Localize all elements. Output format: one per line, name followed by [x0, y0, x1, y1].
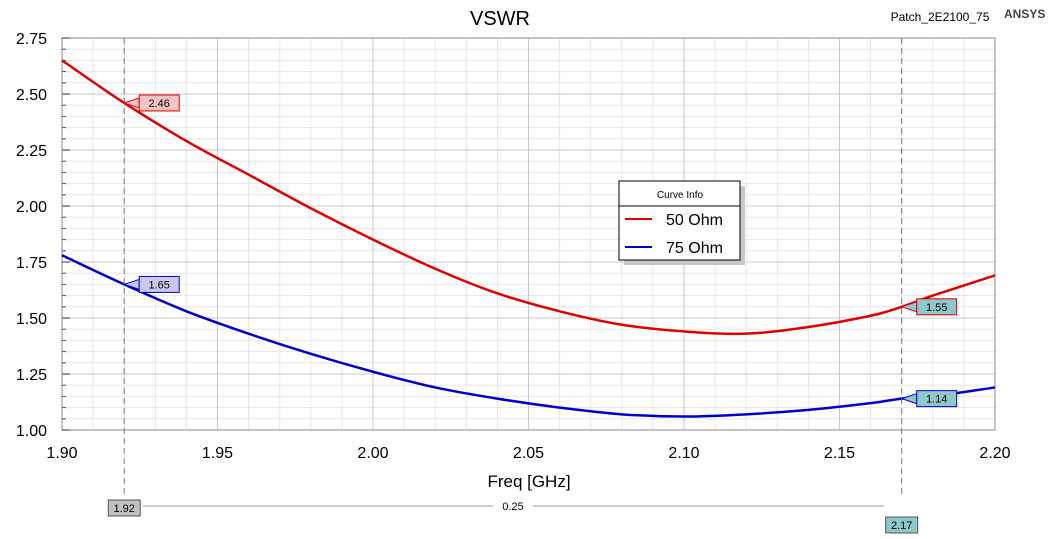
marker-value-label: 1.65 — [148, 279, 169, 291]
legend-title: Curve Info — [657, 190, 704, 201]
major-grid — [62, 38, 995, 430]
marker-x-label: 1.92 — [113, 503, 134, 515]
marker-pointer — [900, 392, 918, 405]
x-tick-label: 2.20 — [979, 445, 1010, 462]
y-tick-label: 1.75 — [16, 255, 47, 272]
marker-value-label: 1.14 — [926, 394, 947, 406]
y-tick-label: 1.25 — [16, 367, 47, 384]
markers-group[interactable]: 2.46 1.65 1.55 1.14 0.25 1.92 2.17 — [107, 38, 958, 534]
project-name: Patch_2E2100_75 — [891, 10, 990, 24]
y-tick-label: 1.00 — [16, 423, 47, 440]
marker-value-label: 2.46 — [148, 98, 169, 110]
x-tick-label: 2.05 — [513, 445, 544, 462]
curve-info-legend[interactable]: Curve Info 50 Ohm 75 Ohm — [618, 180, 745, 265]
marker-x-label: 2.17 — [891, 520, 912, 532]
x-tick-label: 2.15 — [824, 445, 855, 462]
legend-label-75-ohm: 75 Ohm — [666, 240, 723, 257]
x-tick-label: 2.00 — [357, 445, 388, 462]
marker-x-box[interactable] — [885, 516, 919, 534]
delta-label-bg — [492, 498, 533, 514]
y-tick-label: 2.75 — [16, 31, 47, 48]
plot-frame — [61, 37, 996, 431]
marker-value-box[interactable] — [916, 390, 958, 408]
series-line-50-ohm — [61, 59, 996, 336]
y-tick-label: 2.50 — [16, 87, 47, 104]
marker-value-box[interactable] — [916, 298, 958, 316]
x-axis-label: Freq [GHz] — [487, 472, 570, 491]
axis-ticks: 1.90 1.95 2.00 2.05 2.10 2.15 2.20 1.00 1.25 1.50… — [16, 31, 1011, 462]
chart-title: VSWR — [470, 8, 530, 30]
marker-value-box[interactable] — [138, 275, 180, 293]
x-tick-label: 1.90 — [46, 445, 77, 462]
series-line-75-ohm — [61, 254, 996, 418]
marker-value-box[interactable] — [138, 94, 180, 112]
series-group — [61, 59, 996, 418]
y-tick-label: 2.00 — [16, 199, 47, 216]
x-tick-label: 1.95 — [202, 445, 233, 462]
legend-label-50-ohm: 50 Ohm — [666, 212, 723, 229]
marker-x-box[interactable] — [107, 499, 141, 517]
x-tick-label: 2.10 — [668, 445, 699, 462]
y-tick-label: 2.25 — [16, 143, 47, 160]
y-tick-label: 1.50 — [16, 311, 47, 328]
marker-value-label: 1.55 — [926, 302, 947, 314]
delta-label: 0.25 — [502, 501, 523, 513]
brand-logo: ANSYS — [1004, 7, 1045, 21]
